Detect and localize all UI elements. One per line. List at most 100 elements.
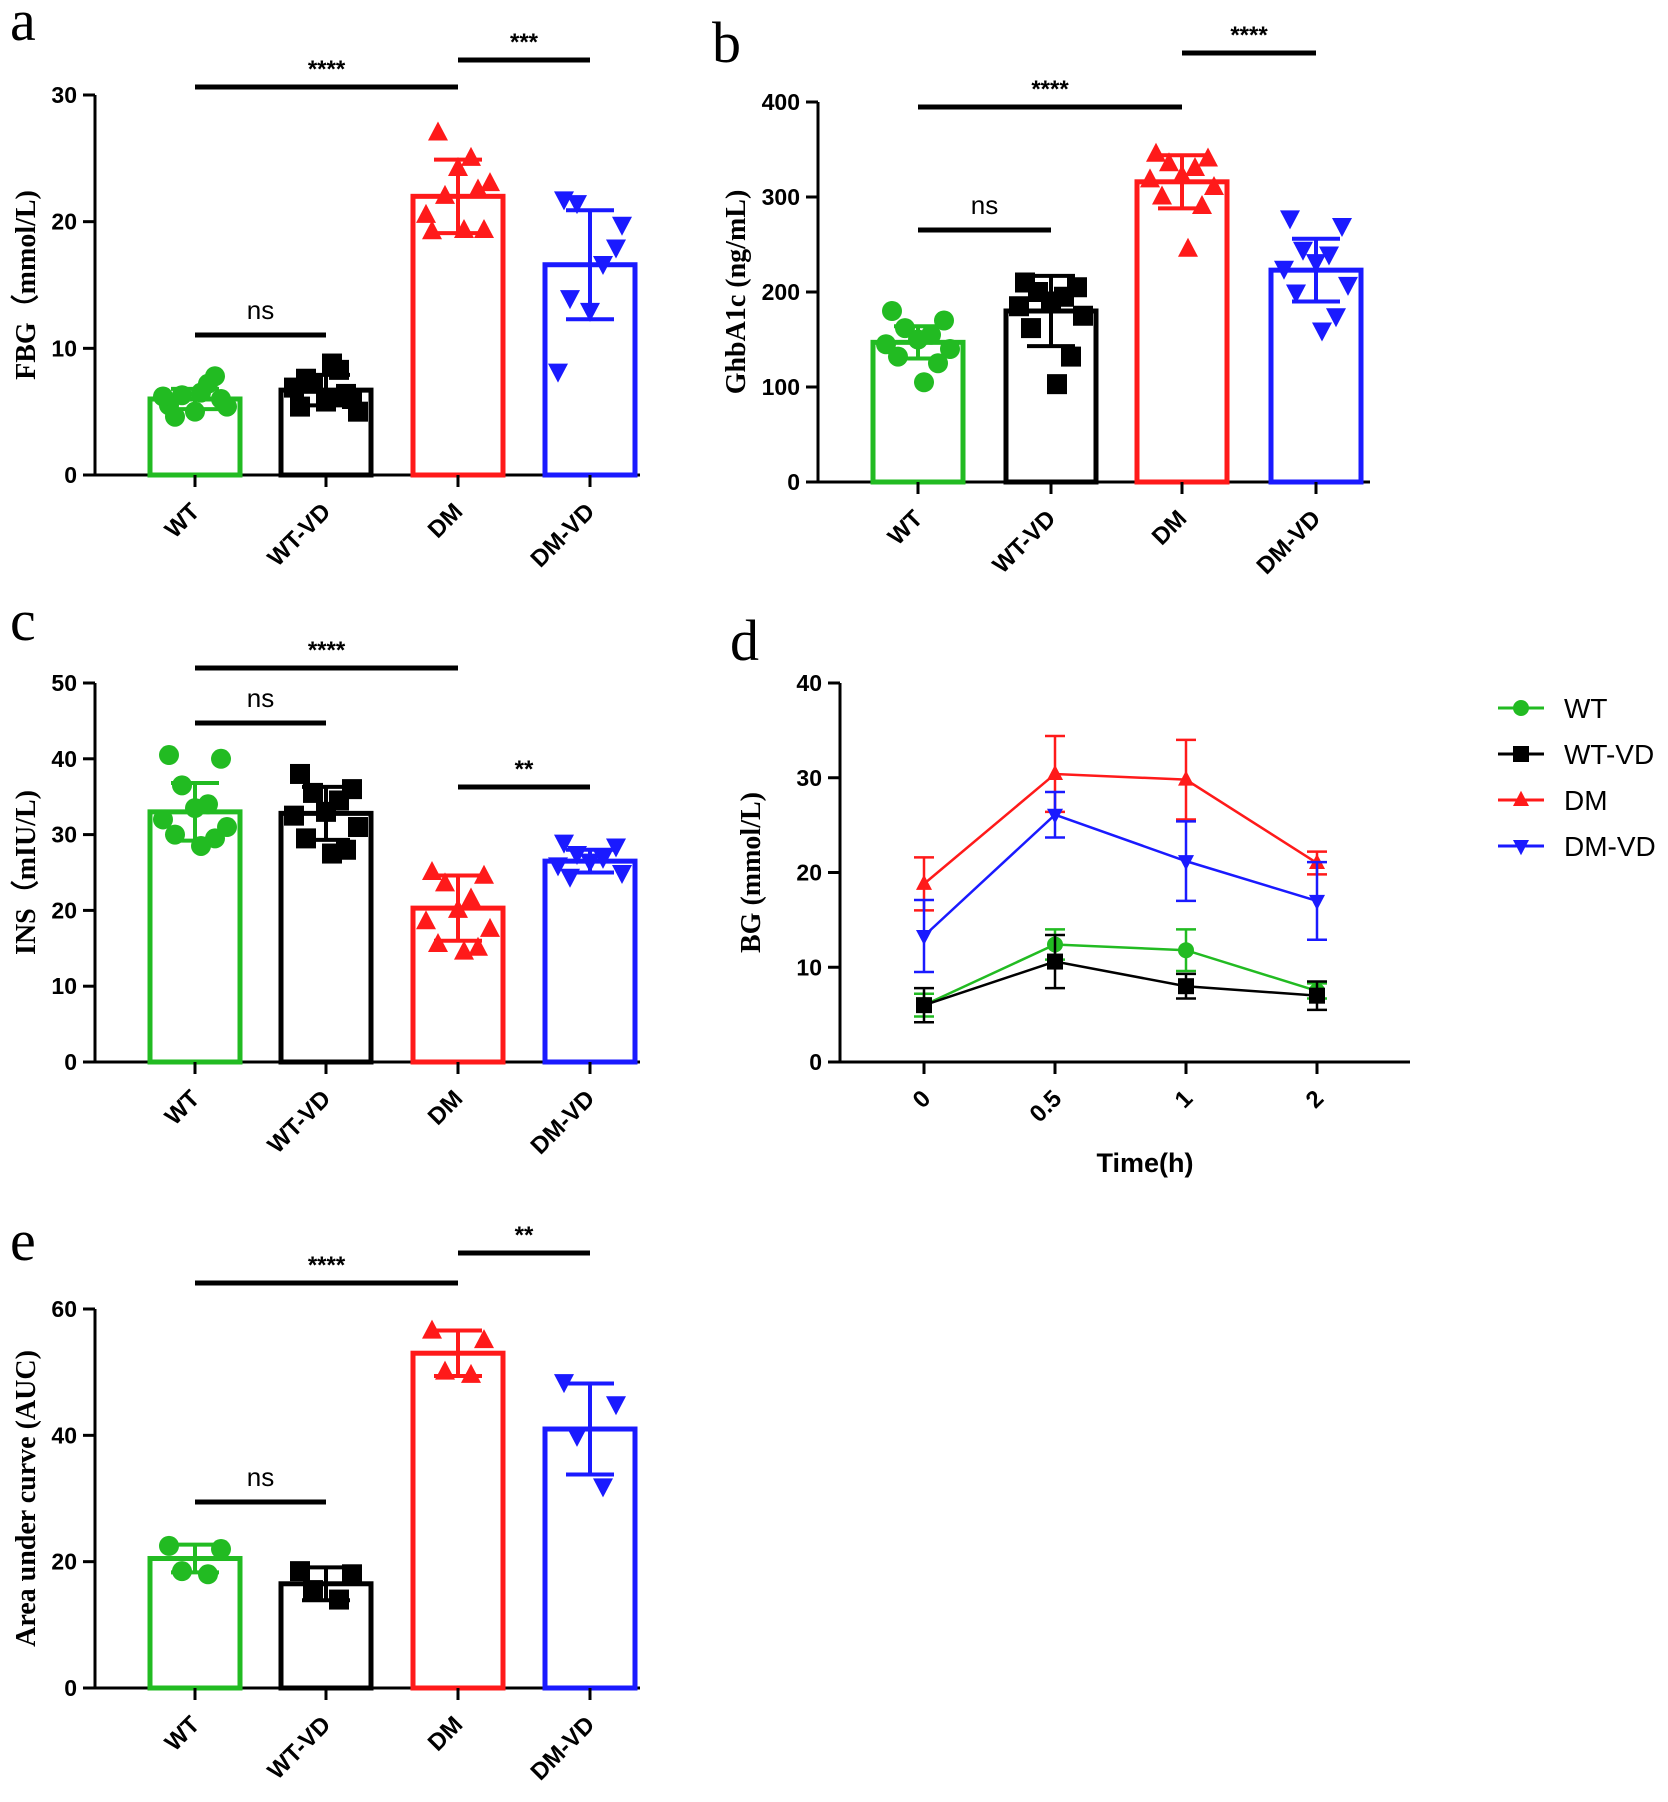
y-tick-label: 10 xyxy=(796,954,822,980)
bar-dm xyxy=(1134,179,1230,485)
significance-label: **** xyxy=(308,56,346,83)
point-wt xyxy=(914,372,934,393)
point-wt xyxy=(153,386,173,407)
point-dm-vd xyxy=(606,239,626,259)
y-tick-label: 100 xyxy=(762,374,800,400)
point-dm xyxy=(468,178,488,198)
significance-label: ns xyxy=(247,1462,274,1492)
point-dm-vd xyxy=(560,290,580,310)
y-tick-label: 30 xyxy=(51,822,77,848)
point-dm xyxy=(422,1319,442,1339)
point-wt-vd xyxy=(284,805,304,826)
x-tick-label: DM-VD xyxy=(1252,505,1327,580)
panel-letter-a: a xyxy=(10,0,36,53)
x-tick-label: 0 xyxy=(908,1085,937,1114)
significance-label: ns xyxy=(971,190,998,220)
point-dm-vd xyxy=(612,216,632,236)
series-line-dm-vd xyxy=(923,813,1318,937)
panel-b-bar-chart: 0 100 200 300 400 GhbA1c (ng/mL) WT WT-VD DM DM-V… xyxy=(721,22,1370,580)
point-dm-vd xyxy=(1047,808,1063,824)
x-axis-title: Time(h) xyxy=(1096,1148,1193,1178)
point-wt xyxy=(185,401,205,422)
y-axis-title: Area under curve (AUC) xyxy=(11,1350,42,1647)
series-line-wt xyxy=(923,943,1318,1007)
point-wt-vd xyxy=(322,843,342,864)
point-wt xyxy=(928,353,948,374)
point-wt-vd xyxy=(290,1561,310,1582)
point-dm xyxy=(468,936,488,956)
x-tick-label: WT-VD xyxy=(262,1085,336,1159)
legend-marker-dm xyxy=(1513,790,1529,806)
point-dm xyxy=(1152,185,1172,205)
point-dm-vd xyxy=(916,929,932,946)
y-tick-label: 30 xyxy=(796,765,822,791)
point-dm-vd xyxy=(1312,322,1332,342)
y-tick-label: 20 xyxy=(51,897,77,923)
x-tick-label: WT xyxy=(883,505,929,551)
point-dm xyxy=(1185,157,1205,176)
point-wt-vd xyxy=(290,763,310,784)
point-wt-vd xyxy=(1021,318,1041,339)
svg-text:d: d xyxy=(730,608,759,673)
point-dm-vd xyxy=(606,838,626,858)
y-tick-label: 400 xyxy=(762,89,800,115)
x-tick-label: DM-VD xyxy=(526,1085,601,1160)
x-tick-label: DM-VD xyxy=(526,498,601,573)
legend-marker-wt xyxy=(1513,700,1529,716)
point-dm xyxy=(474,864,494,884)
point-dm-vd xyxy=(593,255,613,275)
panel-d-line-chart: 0 10 20 30 40 BG (mmol/L) 0 0.5 1 2 Time(h) WT WT-VD… xyxy=(736,670,1656,1178)
point-dm xyxy=(461,1363,481,1383)
svg-text:c: c xyxy=(10,588,36,653)
point-dm xyxy=(1146,142,1166,162)
point-wt xyxy=(159,1535,179,1556)
point-wt-vd xyxy=(1009,296,1029,317)
point-dm xyxy=(1198,147,1218,167)
point-dm-vd xyxy=(1280,210,1300,230)
x-tick-label: 1 xyxy=(1170,1085,1199,1114)
point-dm xyxy=(1047,764,1063,780)
point-wt-vd xyxy=(1047,953,1063,970)
y-tick-label: 10 xyxy=(51,973,77,999)
point-dm xyxy=(435,872,455,892)
legend-marker-dm-vd xyxy=(1513,840,1529,856)
legend-label-wt-vd: WT-VD xyxy=(1564,739,1654,770)
bar-wt xyxy=(870,339,966,485)
x-tick-label: DM xyxy=(423,1085,468,1130)
y-tick-label: 0 xyxy=(64,462,77,488)
point-wt-vd xyxy=(336,383,356,404)
point-dm-vd xyxy=(1309,894,1325,911)
point-dm xyxy=(1178,237,1198,257)
y-axis-title: FBG（mmol/L) xyxy=(9,190,42,380)
x-tick-label: WT xyxy=(160,1711,206,1757)
point-dm xyxy=(474,219,494,239)
point-dm xyxy=(1204,176,1224,195)
point-wt-vd xyxy=(348,817,368,838)
point-wt xyxy=(172,775,192,796)
x-tick-label: DM xyxy=(1147,505,1192,550)
y-tick-label: 40 xyxy=(796,670,822,696)
point-dm xyxy=(428,121,448,141)
svg-text:a: a xyxy=(10,0,36,53)
x-tick-label: DM xyxy=(423,1711,468,1756)
y-tick-label: 200 xyxy=(762,279,800,305)
y-tick-label: 300 xyxy=(762,184,800,210)
point-wt-vd xyxy=(296,368,316,389)
significance-label: **** xyxy=(1230,22,1268,49)
y-tick-label: 60 xyxy=(51,1296,77,1322)
x-tick-label: WT xyxy=(160,1085,206,1131)
point-wt-vd xyxy=(1061,346,1081,367)
point-dm-vd xyxy=(1319,246,1339,266)
point-wt xyxy=(876,334,896,355)
point-wt-vd xyxy=(348,401,368,422)
series-line-wt-vd xyxy=(923,960,1318,1007)
y-tick-label: 30 xyxy=(51,82,77,108)
point-dm-vd xyxy=(567,195,587,215)
x-tick-label: WT-VD xyxy=(262,498,336,572)
point-wt-vd xyxy=(1178,978,1194,995)
point-dm xyxy=(1140,168,1160,188)
point-dm-vd xyxy=(548,857,568,877)
